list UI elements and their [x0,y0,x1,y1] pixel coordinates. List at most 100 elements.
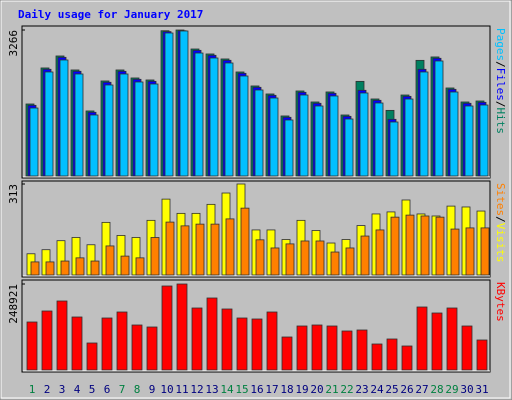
bar [44,71,54,177]
x-tick-label: 18 [280,383,293,396]
bar [251,318,263,371]
bar [480,227,490,276]
bar [191,307,203,371]
bar [446,307,458,371]
bar [150,237,160,276]
bar [56,300,68,371]
bar [345,247,355,276]
bar [479,104,489,177]
x-tick-label: 22 [340,383,353,396]
x-tick-label: 12 [190,383,203,396]
legend-entry: Visits [494,223,507,263]
bar [131,324,143,371]
bar [285,243,295,276]
bar [390,216,400,276]
bar [194,52,204,177]
x-tick-label: 29 [445,383,458,396]
x-tick-label: 8 [134,383,141,396]
bar [296,325,308,371]
x-tick-label: 20 [310,383,323,396]
bar [225,218,235,276]
bar [284,119,294,177]
legend-entry: Hits [494,108,507,135]
bar [270,247,280,276]
bar [29,107,39,177]
bar [165,221,175,276]
bar [476,339,488,371]
x-tick-label: 4 [74,383,81,396]
bar [236,317,248,371]
legend: Sites/Visits [494,183,507,263]
x-tick-label: 6 [104,383,111,396]
bar [405,214,415,276]
legend-separator: / [494,216,507,223]
bar [359,92,369,177]
bar [375,229,385,276]
bar [26,321,38,371]
bar [341,330,353,371]
bar [240,207,250,276]
x-tick-label: 5 [89,383,96,396]
y-tick-label: 3266 [7,30,20,57]
bar [420,215,430,276]
bar [90,260,100,276]
bar [329,95,339,177]
bar [104,84,114,177]
bar [299,94,309,177]
bar [254,89,264,177]
bar [221,308,233,371]
bar [435,216,445,276]
bar [116,311,128,371]
x-tick-label: 30 [460,383,473,396]
bar [146,326,158,371]
x-tick-label: 10 [160,383,173,396]
bar [356,329,368,371]
bar [434,60,444,177]
legend-separator: / [494,101,507,108]
x-tick-label: 3 [59,383,66,396]
x-tick-label: 2 [44,383,51,396]
bar [314,105,324,177]
x-tick-label: 24 [370,383,384,396]
legend-separator: / [494,61,507,68]
x-tick-label: 16 [250,383,263,396]
x-tick-label: 25 [385,383,398,396]
bar [239,75,249,177]
bar [371,343,383,371]
legend-entry: Files [494,68,507,101]
bar [74,73,84,177]
bar [210,223,220,276]
bar [135,257,145,276]
legend: Pages/Files/Hits [494,28,507,134]
x-tick-label: 27 [415,383,428,396]
bar [161,285,173,371]
bar [179,30,189,177]
bar [416,306,428,371]
legend: KBytes [494,282,507,322]
x-tick-label: 13 [205,383,218,396]
bar [360,235,370,276]
bar [206,297,218,371]
legend-entry: Sites [494,183,507,216]
bar [224,62,234,177]
bar [326,325,338,371]
bar [180,225,190,276]
x-tick-label: 23 [355,383,368,396]
bar [269,97,279,177]
bar [419,71,429,177]
bar [461,325,473,371]
bar [101,317,113,371]
bar [266,311,278,371]
x-tick-label: 1 [29,383,36,396]
x-tick-label: 28 [430,383,443,396]
y-tick-label: 248921 [7,284,20,324]
x-tick-label: 7 [119,383,126,396]
bar [389,121,399,177]
bar [164,32,174,177]
bar [195,223,205,276]
bar [89,114,99,177]
bar [465,227,475,276]
